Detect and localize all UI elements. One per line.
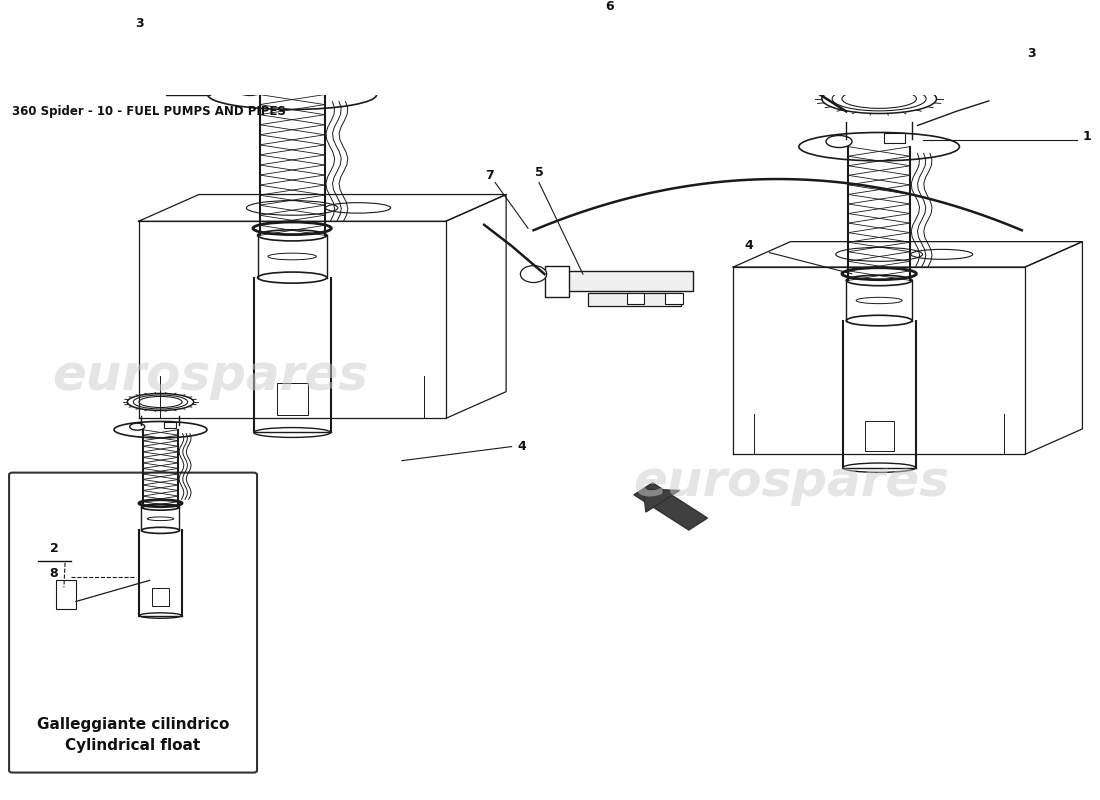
Bar — [166, 49, 210, 94]
Ellipse shape — [826, 135, 852, 147]
Text: 2: 2 — [47, 0, 56, 2]
Text: 5: 5 — [535, 166, 543, 178]
Text: 3: 3 — [1027, 46, 1036, 59]
Text: 360 Spider - 10 - FUEL PUMPS AND PIPES: 360 Spider - 10 - FUEL PUMPS AND PIPES — [12, 105, 286, 118]
Bar — [544, 266, 569, 297]
Bar — [277, 383, 308, 415]
Bar — [56, 580, 76, 609]
Text: 4: 4 — [745, 239, 754, 252]
Text: 6: 6 — [605, 0, 614, 13]
Text: 2: 2 — [50, 542, 58, 555]
Ellipse shape — [208, 80, 376, 110]
Text: 1: 1 — [1082, 130, 1091, 142]
Text: 3: 3 — [135, 17, 144, 30]
Ellipse shape — [799, 133, 959, 161]
Circle shape — [520, 266, 547, 282]
Bar — [164, 422, 176, 428]
Text: Cylindrical float: Cylindrical float — [65, 738, 200, 754]
Bar — [666, 293, 683, 304]
Text: eurospares: eurospares — [634, 458, 949, 506]
Bar — [561, 271, 693, 291]
Bar — [588, 293, 681, 306]
FancyArrowPatch shape — [649, 493, 696, 522]
Bar — [865, 421, 894, 451]
Text: 4: 4 — [517, 440, 526, 453]
Ellipse shape — [236, 82, 264, 95]
Bar — [627, 293, 645, 304]
Polygon shape — [644, 489, 680, 512]
Bar — [884, 134, 905, 143]
Ellipse shape — [114, 422, 207, 438]
Ellipse shape — [130, 423, 145, 430]
FancyBboxPatch shape — [9, 473, 257, 773]
Text: eurospares: eurospares — [52, 352, 367, 400]
Text: Galleggiante cilindrico: Galleggiante cilindrico — [37, 717, 229, 732]
Text: 7: 7 — [485, 169, 494, 182]
Text: 8: 8 — [50, 567, 58, 580]
Bar — [152, 589, 169, 606]
Bar — [298, 81, 320, 91]
Polygon shape — [634, 483, 707, 530]
